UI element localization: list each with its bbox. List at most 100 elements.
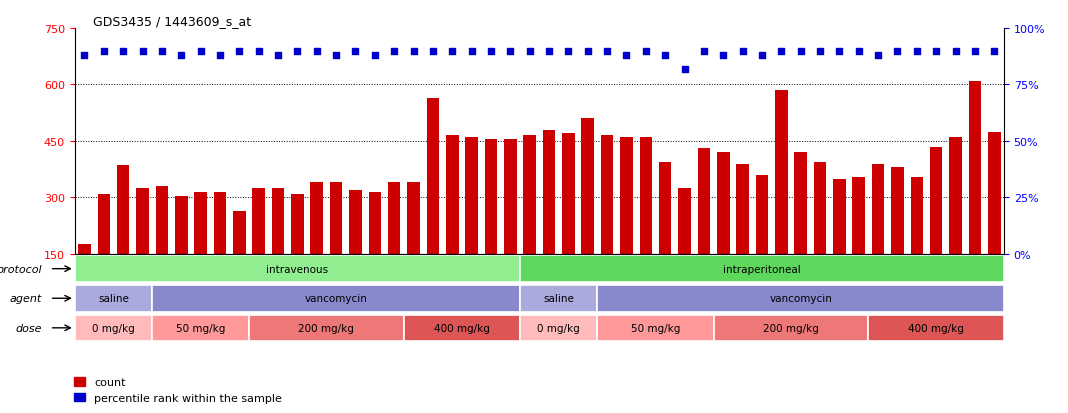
Point — [250, 48, 267, 55]
Text: vancomycin: vancomycin — [304, 294, 367, 304]
Bar — [520, 315, 597, 341]
Bar — [871, 164, 884, 311]
Bar — [581, 119, 594, 311]
Bar — [407, 183, 420, 311]
Point — [869, 52, 886, 59]
Text: 50 mg/kg: 50 mg/kg — [176, 323, 225, 333]
Text: vancomycin: vancomycin — [769, 294, 832, 304]
Bar — [446, 136, 458, 311]
Point — [773, 48, 790, 55]
Point — [908, 48, 925, 55]
Bar — [75, 285, 152, 312]
Bar — [520, 285, 597, 312]
Text: 200 mg/kg: 200 mg/kg — [763, 323, 819, 333]
Point — [734, 48, 751, 55]
Point — [328, 52, 345, 59]
Bar — [640, 138, 653, 311]
Point — [598, 48, 615, 55]
Point — [540, 48, 557, 55]
Point — [986, 48, 1003, 55]
Point — [521, 48, 538, 55]
Bar — [814, 162, 827, 311]
Point — [211, 52, 229, 59]
Point — [443, 48, 460, 55]
Bar — [426, 98, 439, 311]
Point — [483, 48, 500, 55]
Bar — [678, 188, 691, 311]
Bar — [116, 166, 129, 311]
Point — [405, 48, 422, 55]
Point — [424, 48, 441, 55]
Point — [714, 52, 732, 59]
Text: intravenous: intravenous — [266, 264, 329, 274]
Point — [309, 48, 326, 55]
Point — [134, 48, 151, 55]
Bar — [969, 81, 981, 311]
Bar — [194, 192, 207, 311]
Bar — [75, 256, 520, 282]
Bar — [349, 190, 362, 311]
Text: agent: agent — [10, 294, 42, 304]
Point — [618, 52, 635, 59]
Bar — [233, 211, 246, 311]
Bar — [795, 153, 807, 311]
Text: protocol: protocol — [0, 264, 42, 274]
Point — [464, 48, 481, 55]
Bar — [543, 131, 555, 311]
Point — [657, 52, 674, 59]
Bar — [368, 192, 381, 311]
Point — [560, 48, 577, 55]
Text: 400 mg/kg: 400 mg/kg — [434, 323, 490, 333]
Point — [502, 48, 519, 55]
Bar — [717, 153, 729, 311]
Bar — [249, 315, 404, 341]
Bar — [736, 164, 749, 311]
Bar — [520, 256, 1004, 282]
Text: saline: saline — [544, 294, 575, 304]
Bar — [911, 177, 923, 311]
Bar — [868, 315, 1004, 341]
Point — [947, 48, 964, 55]
Text: 50 mg/kg: 50 mg/kg — [631, 323, 680, 333]
Point — [928, 48, 945, 55]
Bar — [988, 132, 1001, 311]
Bar — [930, 147, 942, 311]
Bar — [601, 136, 613, 311]
Text: dose: dose — [15, 323, 42, 333]
Text: 0 mg/kg: 0 mg/kg — [92, 323, 135, 333]
Legend: count, percentile rank within the sample: count, percentile rank within the sample — [69, 373, 286, 408]
Point — [95, 48, 112, 55]
Text: GDS3435 / 1443609_s_at: GDS3435 / 1443609_s_at — [93, 15, 251, 28]
Bar — [562, 134, 575, 311]
Bar — [891, 168, 904, 311]
Point — [695, 48, 712, 55]
Point — [192, 48, 209, 55]
Point — [753, 52, 770, 59]
Text: 400 mg/kg: 400 mg/kg — [908, 323, 964, 333]
Point — [114, 48, 131, 55]
Bar — [833, 179, 846, 311]
Bar — [949, 138, 962, 311]
Point — [638, 48, 655, 55]
Bar — [697, 149, 710, 311]
Text: 0 mg/kg: 0 mg/kg — [537, 323, 580, 333]
Point — [386, 48, 403, 55]
Point — [850, 48, 867, 55]
Bar — [175, 196, 188, 311]
Point — [269, 52, 286, 59]
Bar — [388, 183, 400, 311]
Point — [831, 48, 848, 55]
Point — [173, 52, 190, 59]
Bar — [271, 188, 284, 311]
Bar — [523, 136, 536, 311]
Bar — [156, 187, 168, 311]
Point — [889, 48, 906, 55]
Point — [676, 66, 693, 73]
Bar — [466, 138, 477, 311]
Point — [366, 52, 383, 59]
Bar — [97, 194, 110, 311]
Bar — [214, 192, 226, 311]
Bar — [152, 285, 520, 312]
Point — [579, 48, 596, 55]
Bar — [621, 138, 632, 311]
